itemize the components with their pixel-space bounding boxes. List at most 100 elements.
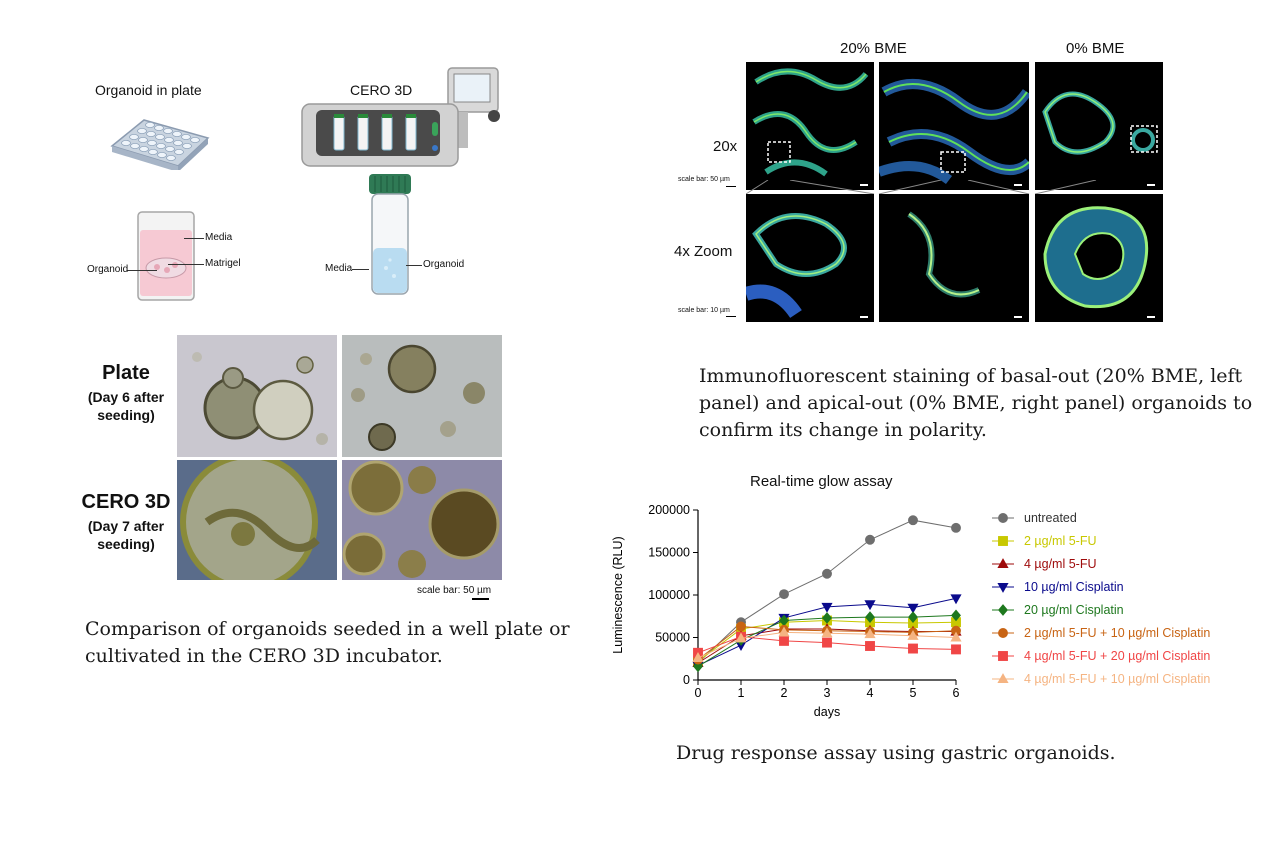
- well-cross-section-icon: [137, 211, 195, 301]
- legend-marker-icon: [992, 628, 1014, 638]
- data-point: [865, 534, 875, 545]
- organoid-label: Organoid: [87, 264, 129, 275]
- data-point: [822, 568, 832, 579]
- data-point: [864, 600, 876, 611]
- column-label-0-bme: 0% BME: [1066, 40, 1125, 57]
- legend-item: 4 µg/ml 5-FU + 10 µg/ml Cisplatin: [990, 671, 1210, 687]
- legend-marker: [998, 536, 1008, 546]
- matrigel-label: Matrigel: [205, 258, 241, 269]
- legend-label: 4 µg/ml 5-FU + 20 µg/ml Cisplatin: [1024, 649, 1211, 663]
- plate-sublabel: (Day 6 after seeding): [87, 389, 165, 423]
- data-point: [951, 522, 961, 533]
- data-point: [778, 626, 790, 637]
- cero-label: CERO 3D: [81, 491, 171, 513]
- data-point: [864, 628, 876, 639]
- culture-tube-icon: [369, 174, 411, 295]
- row-label-20x: 20x: [713, 138, 738, 155]
- data-point: [951, 609, 961, 622]
- data-point: [822, 612, 832, 624]
- plate-micrograph-2: [342, 335, 502, 457]
- legend-label: 2 µg/ml 5-FU + 10 µg/ml Cisplatin: [1024, 626, 1211, 640]
- if-0bme-20x: [1035, 62, 1163, 190]
- legend-marker: [997, 558, 1009, 569]
- data-point: [951, 617, 961, 628]
- row-label-4x-zoom: 4x Zoom: [674, 243, 733, 260]
- cero-micrograph-1: [177, 460, 337, 580]
- legend-item: 2 µg/ml 5-FU + 10 µg/ml Cisplatin: [990, 625, 1210, 641]
- data-point: [865, 611, 875, 623]
- legend-label: 4 µg/ml 5-FU: [1024, 557, 1097, 571]
- data-point: [907, 629, 919, 640]
- data-point: [735, 632, 747, 643]
- cero-row-label: CERO 3D (Day 7 after seeding): [80, 491, 172, 553]
- immuno-caption: Immunofluorescent staining of basal-out …: [699, 365, 1253, 441]
- if-0bme-zoom: [1035, 194, 1163, 322]
- data-point: [950, 631, 962, 642]
- chart-title: Real-time glow assay: [750, 473, 893, 490]
- legend-marker: [998, 628, 1008, 638]
- if-20bme-20x-b: [879, 62, 1029, 190]
- plate-label: Plate: [102, 362, 150, 384]
- data-point: [907, 603, 919, 614]
- x-tick-label: 2: [781, 686, 788, 700]
- legend-marker-icon: [992, 651, 1014, 661]
- legend-marker-icon: [992, 604, 1014, 616]
- legend-marker: [998, 651, 1008, 661]
- legend-marker-icon: [992, 673, 1014, 684]
- legend-label: 20 µg/ml Cisplatin: [1024, 603, 1124, 617]
- x-tick-label: 0: [695, 686, 702, 700]
- comparison-caption: Comparison of organoids seeded in a well…: [85, 618, 570, 667]
- legend-label: 2 µg/ml 5-FU: [1024, 534, 1097, 548]
- data-point: [779, 589, 789, 600]
- data-point: [822, 637, 832, 648]
- legend-marker: [998, 604, 1008, 616]
- data-point: [779, 614, 789, 627]
- plate-micrograph-1: [177, 335, 337, 457]
- y-axis-label: Luminescence (RLU): [611, 536, 625, 653]
- data-point: [821, 627, 833, 638]
- y-tick-label: 50000: [655, 631, 690, 645]
- data-point: [951, 625, 961, 636]
- cero-3d-device-icon: [301, 67, 500, 167]
- legend-item: 4 µg/ml 5-FU: [990, 556, 1097, 572]
- legend-item: 4 µg/ml 5-FU + 20 µg/ml Cisplatin: [990, 648, 1210, 664]
- data-point: [951, 644, 961, 655]
- data-point: [736, 621, 746, 632]
- if-20bme-20x-a: [746, 62, 874, 190]
- scale-bar-50: [726, 186, 736, 187]
- y-tick-label: 200000: [648, 503, 690, 517]
- legend-label: untreated: [1024, 511, 1077, 525]
- y-tick-label: 0: [683, 673, 690, 687]
- data-point: [692, 652, 704, 662]
- if-20bme-zoom-a: [746, 194, 874, 322]
- if-20bme-zoom-b: [879, 194, 1029, 322]
- well-plate-icon: [110, 119, 210, 170]
- data-point: [908, 515, 918, 526]
- chart-caption: Drug response assay using gastric organo…: [676, 742, 1116, 764]
- plate-schematic-title: Organoid in plate: [95, 82, 202, 98]
- chart-legend: untreated 2 µg/ml 5-FU 4 µg/ml 5-FU 10 µg/m…: [990, 510, 1250, 694]
- x-axis-label: days: [814, 705, 840, 719]
- data-point: [908, 611, 918, 623]
- y-tick-label: 150000: [648, 546, 690, 560]
- chart-plot: 0 50000 100000 150000 200000 0 1 2 3 4 5 6 days Lumin…: [611, 503, 962, 719]
- data-point: [735, 641, 747, 651]
- plate-row-label: Plate (Day 6 after seeding): [80, 362, 172, 424]
- legend-item: 2 µg/ml 5-FU: [990, 533, 1097, 549]
- legend-marker: [997, 582, 1009, 593]
- data-point: [950, 594, 962, 605]
- cero-micrograph-2: [342, 460, 502, 580]
- data-point: [908, 618, 918, 628]
- x-tick-label: 6: [953, 686, 960, 700]
- tube-media-label: Media: [325, 263, 353, 274]
- comparison-scale-bar: [472, 598, 489, 600]
- scale-bar-10: [726, 316, 736, 317]
- cero-schematic-title: CERO 3D: [350, 82, 413, 98]
- scale-bar-10-label: scale bar: 10 µm: [678, 307, 730, 314]
- legend-marker-icon: [992, 582, 1014, 593]
- legend-marker-icon: [992, 536, 1014, 546]
- legend-label: 4 µg/ml 5-FU + 10 µg/ml Cisplatin: [1024, 672, 1211, 686]
- x-tick-label: 4: [867, 686, 874, 700]
- y-tick-label: 100000: [648, 588, 690, 602]
- legend-item: 10 µg/ml Cisplatin: [990, 579, 1124, 595]
